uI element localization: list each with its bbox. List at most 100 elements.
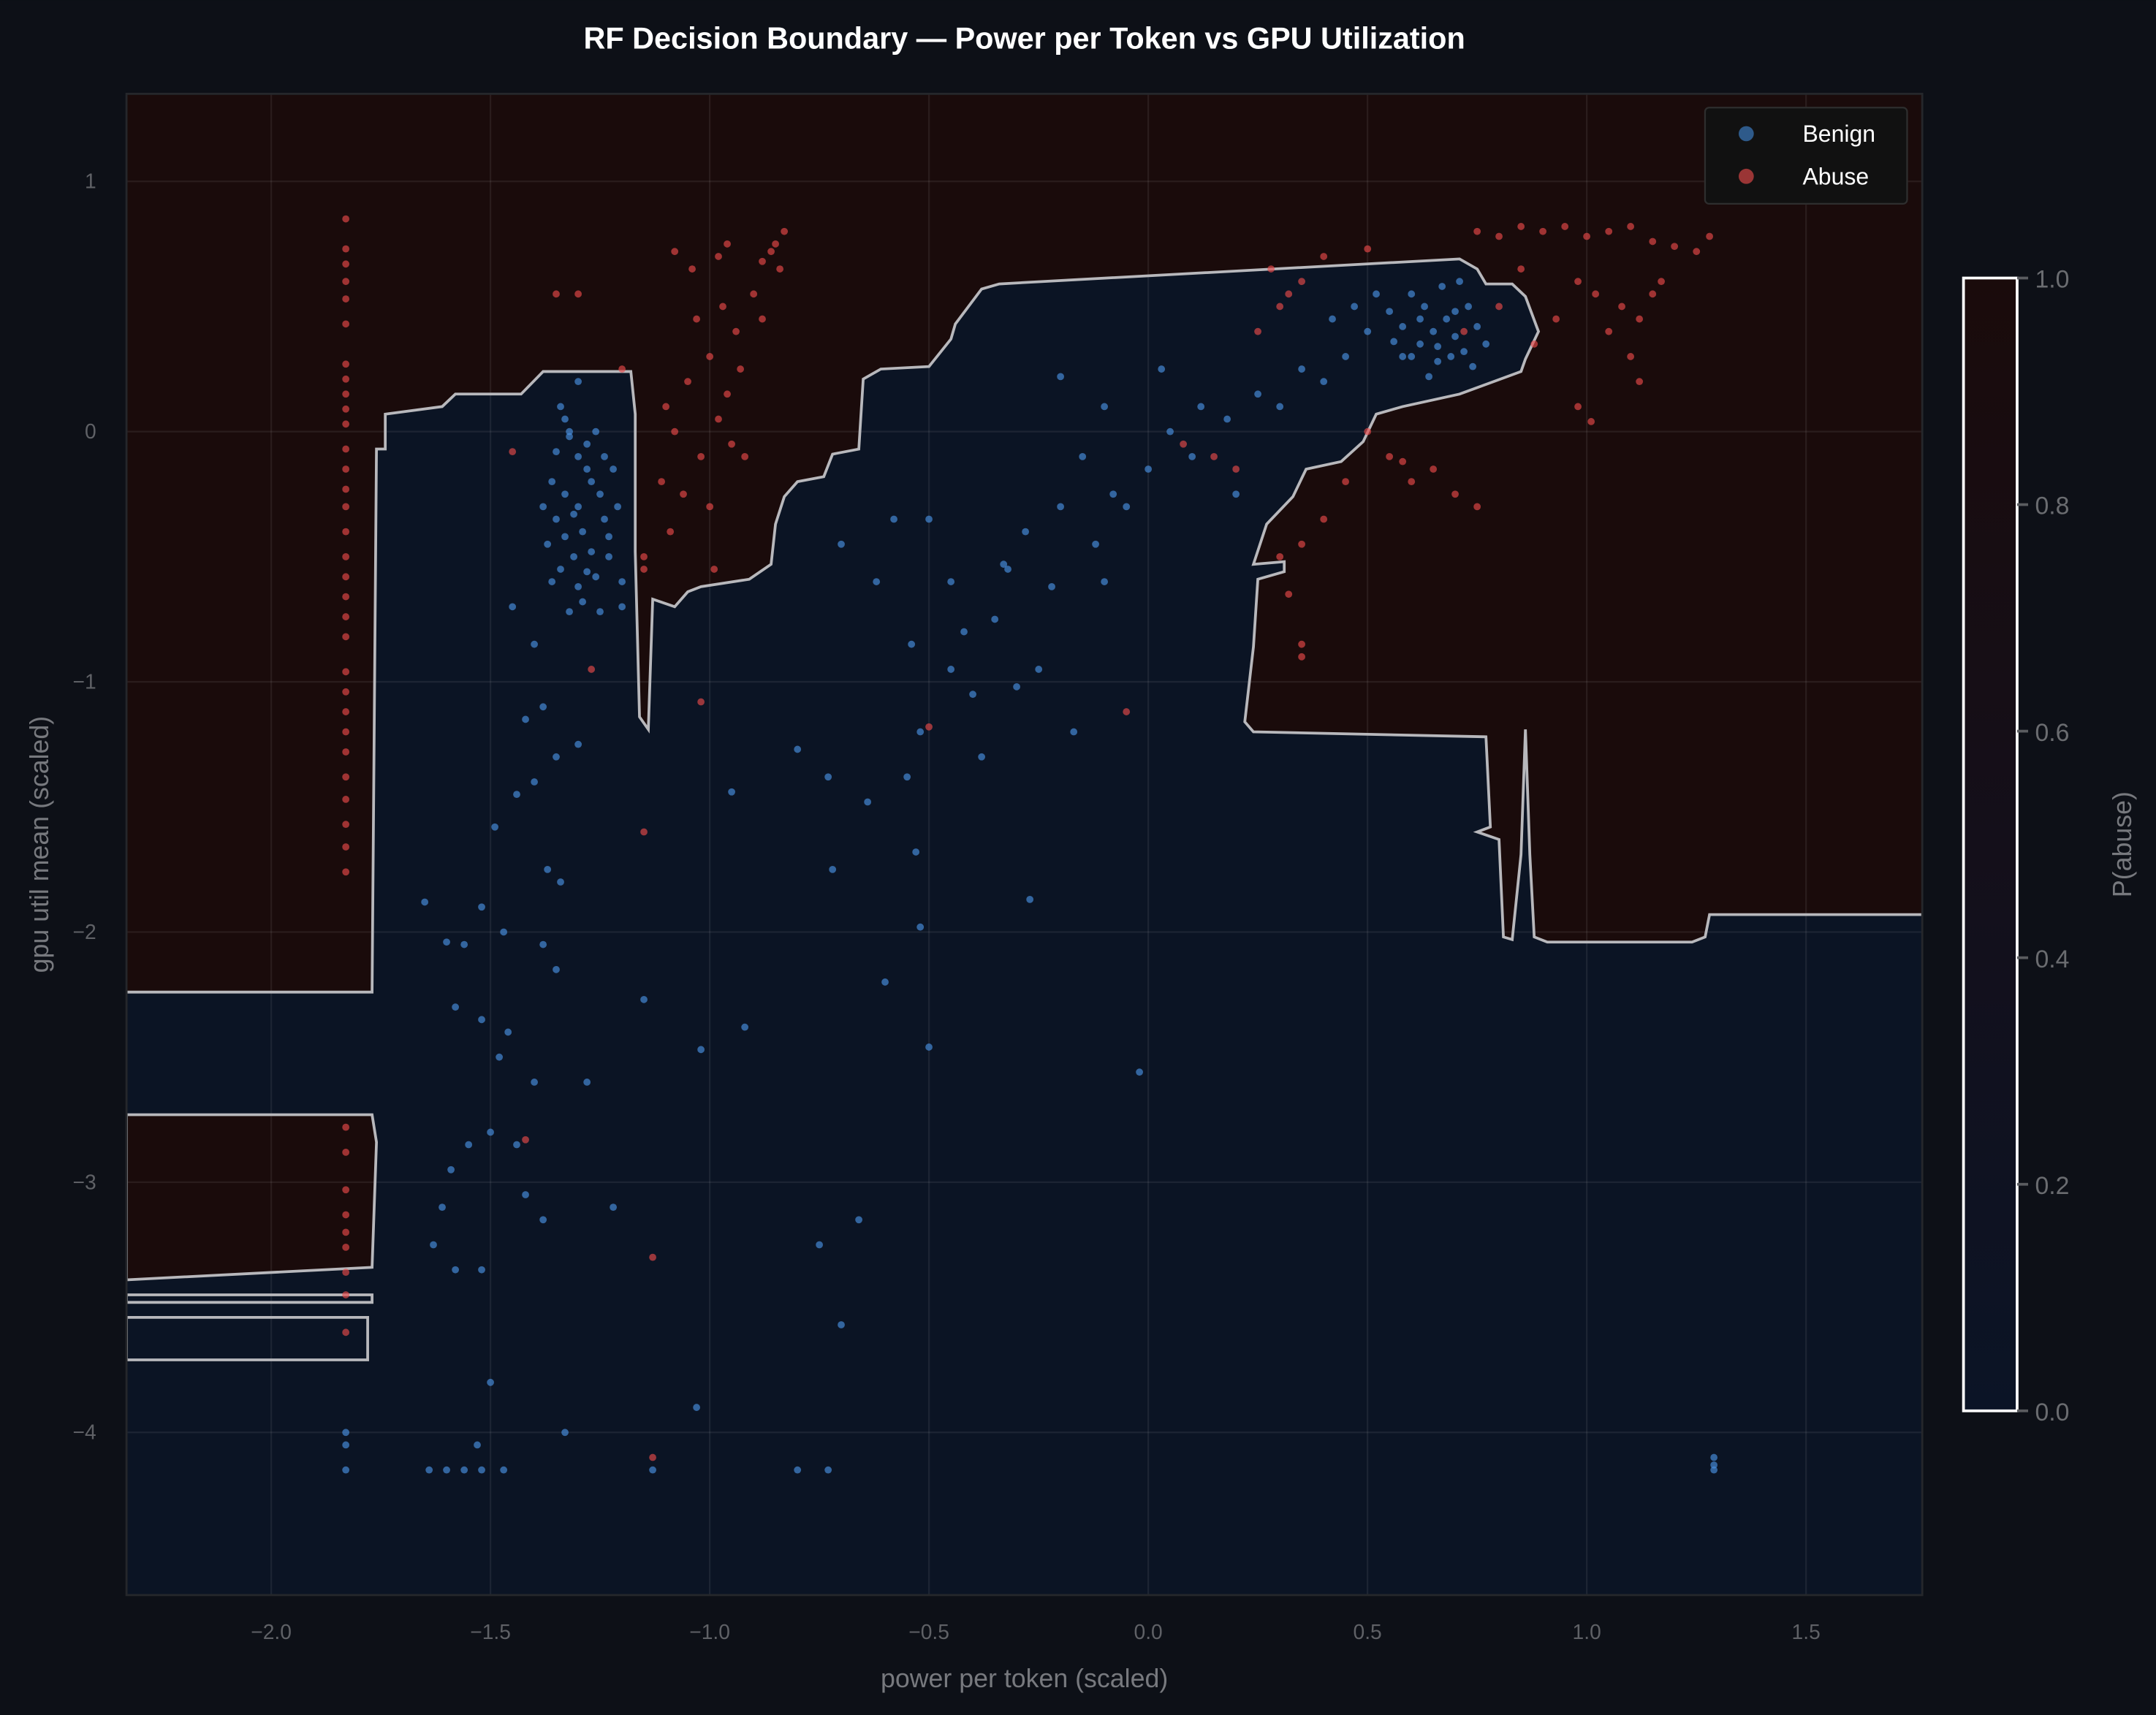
point-abuse [1285,590,1293,598]
point-benign [539,503,547,511]
point-benign [491,823,498,831]
point-abuse [706,353,714,360]
point-abuse [342,1243,350,1251]
boundary-contour [126,1113,379,1282]
point-benign [1473,323,1481,330]
point-benign [1460,348,1468,356]
point-abuse [342,465,350,473]
point-benign [439,1203,446,1212]
point-abuse [1517,223,1525,230]
point-benign [566,433,573,441]
point-abuse [342,215,350,223]
point-abuse [342,405,350,413]
point-abuse [706,503,714,511]
point-benign [1000,560,1008,569]
point-benign [1399,353,1407,360]
x-tick-label: 1.0 [1573,1620,1601,1643]
point-benign [1390,338,1398,346]
point-abuse [649,1253,656,1261]
point-benign [443,1466,450,1474]
legend-label-abuse: Abuse [1802,164,1869,190]
point-benign [605,533,612,541]
point-benign [1004,566,1011,573]
point-benign [969,691,976,699]
point-benign [504,1028,512,1036]
y-tick-label: −1 [73,669,96,693]
point-abuse [776,265,784,273]
scatter-points [342,215,1718,1474]
point-abuse [553,290,560,298]
point-abuse [732,327,740,335]
point-abuse [1636,315,1644,323]
point-benign [1035,666,1043,673]
point-abuse [1232,465,1240,473]
point-benign [1057,503,1064,511]
point-abuse [342,748,350,756]
point-benign [1136,1068,1143,1076]
point-benign [1026,895,1034,903]
point-abuse [342,360,350,368]
point-abuse [342,1328,350,1336]
legend-box [1704,107,1908,205]
point-benign [890,515,897,523]
point-benign [443,938,450,946]
colorbar-tick-label: 0.0 [2035,1399,2069,1426]
point-benign [478,1266,485,1274]
y-tick-label: 0 [85,419,96,443]
colorbar-tick-label: 0.4 [2035,946,2069,973]
point-benign [553,753,560,761]
point-abuse [342,688,350,696]
point-benign [1022,528,1030,536]
point-abuse [522,1136,529,1144]
point-abuse [1276,303,1284,311]
point-benign [548,578,556,585]
point-benign [553,515,560,523]
point-benign [1166,427,1174,436]
point-benign [1451,332,1459,341]
point-benign [430,1241,437,1249]
point-benign [513,1141,520,1149]
point-abuse [1123,708,1131,715]
decision-boundary [126,257,1923,1361]
point-abuse [759,315,766,323]
point-benign [1342,353,1350,360]
point-benign [1373,290,1380,298]
point-abuse [1627,223,1635,230]
point-benign [1013,682,1020,691]
point-benign [1447,353,1455,360]
x-axis-label: power per token (scaled) [881,1664,1168,1693]
point-benign [1456,278,1463,286]
point-abuse [1649,290,1657,298]
point-abuse [342,1291,350,1298]
y-axis-label: gpu util mean (scaled) [25,716,54,973]
point-benign [605,552,612,560]
point-benign [566,608,573,616]
point-benign [500,928,508,936]
point-benign [947,666,955,673]
colorbar-tick-label: 1.0 [2035,266,2069,294]
point-abuse [1298,540,1305,548]
point-abuse [649,1453,656,1461]
point-benign [614,503,622,511]
point-abuse [342,295,350,303]
point-abuse [1530,340,1538,348]
point-benign [1048,582,1055,590]
point-benign [460,1466,468,1474]
point-abuse [1605,227,1613,235]
point-abuse [1618,303,1625,311]
point-abuse [1364,245,1372,253]
x-tick-label: −1.0 [689,1620,730,1643]
point-benign [1386,308,1394,316]
point-benign [1710,1461,1718,1469]
x-tick-label: 1.5 [1792,1620,1821,1643]
point-benign [574,452,582,460]
x-tick-label: −1.5 [470,1620,511,1643]
point-benign [1482,340,1490,348]
point-benign [1438,283,1446,290]
point-benign [570,552,577,560]
point-benign [596,608,604,616]
point-abuse [724,240,731,248]
colorbar-tick-label: 0.2 [2035,1172,2069,1200]
point-benign [544,540,552,548]
point-abuse [1342,478,1350,486]
